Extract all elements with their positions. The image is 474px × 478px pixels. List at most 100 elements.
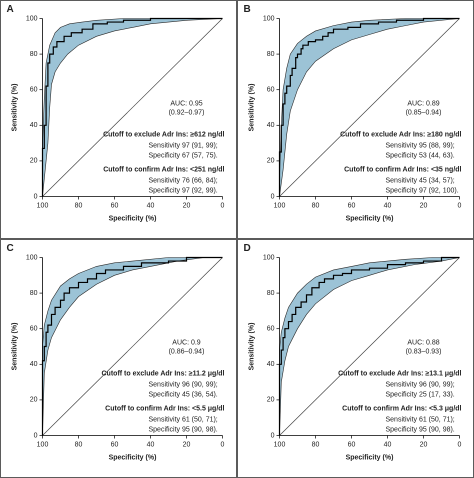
cutoff-detail: Specificity 45 (36, 54). [149, 391, 218, 398]
reference-diagonal [279, 257, 460, 436]
x-tick-label: 80 [312, 441, 320, 448]
reference-diagonal [279, 18, 460, 197]
confidence-band [42, 257, 223, 436]
x-tick-label: 100 [274, 441, 286, 448]
x-tick-label: 20 [420, 441, 428, 448]
cutoff-detail: Sensitivity 45 (34, 57); [386, 177, 455, 184]
x-axis-label: Specificity (%) [109, 454, 157, 461]
x-axis-label: Specificity (%) [109, 215, 157, 222]
y-axis-label: Sensitivity (%) [248, 323, 255, 371]
x-tick-label: 100 [274, 202, 286, 209]
reference-diagonal [42, 18, 223, 197]
cutoff-detail: Specificity 95 (90, 98). [386, 426, 455, 433]
panel: 100 80 60 40 20 0 0 20 40 60 80 100 Specificity (%) S… [237, 239, 474, 478]
cutoff-detail: Sensitivity 61 (50, 71); [149, 416, 218, 423]
x-tick-label: 0 [221, 202, 225, 209]
cutoff-heading: Cutoff to confirm Adr Ins: <251 ng/dl [103, 166, 224, 173]
x-tick-label: 80 [75, 441, 83, 448]
panel-label: C [7, 243, 14, 254]
cutoff-detail: Specificity 53 (44, 63). [386, 152, 455, 159]
auc-text: AUC: 0.9 [172, 339, 201, 346]
y-tick-label: 100 [263, 254, 275, 261]
auc-text: (0.92–0.97) [169, 109, 205, 116]
x-tick-label: 40 [147, 202, 155, 209]
x-tick-label: 40 [384, 202, 392, 209]
y-tick-label: 60 [267, 87, 275, 94]
cutoff-detail: Specificity 95 (90, 98). [149, 426, 218, 433]
cutoff-detail: Sensitivity 96 (90, 99); [386, 381, 455, 388]
y-tick-label: 60 [30, 326, 38, 333]
cutoff-detail: Sensitivity 61 (50, 71); [386, 416, 455, 423]
cutoff-detail: Sensitivity 97 (91, 99); [149, 142, 218, 149]
cutoff-heading: Cutoff to confirm Adr Ins: <35 ng/dl [344, 166, 461, 173]
auc-text: (0.83–0.93) [406, 348, 442, 355]
cutoff-detail: Sensitivity 95 (88, 99); [386, 142, 455, 149]
y-tick-label: 40 [30, 122, 38, 129]
x-tick-label: 0 [458, 441, 462, 448]
roc-curve [278, 17, 460, 197]
y-tick-label: 0 [271, 193, 275, 200]
reference-diagonal [42, 257, 223, 436]
y-axis-label: Sensitivity (%) [11, 84, 18, 132]
panel: 100 80 60 40 20 0 0 20 40 60 80 100 Specificity (%) S… [0, 239, 237, 478]
x-tick-label: 0 [221, 441, 225, 448]
y-tick-label: 20 [267, 397, 275, 404]
cutoff-detail: Specificity 67 (57, 75). [149, 152, 218, 159]
cutoff-detail: Specificity 97 (92, 100). [386, 187, 459, 194]
y-tick-label: 40 [267, 122, 275, 129]
x-axis-label: Specificity (%) [346, 454, 394, 461]
y-tick-label: 60 [30, 87, 38, 94]
panel-label: B [244, 4, 251, 15]
y-tick-label: 20 [30, 397, 38, 404]
panel: 100 80 60 40 20 0 0 20 40 60 80 100 Specificity (%) S… [0, 0, 237, 239]
confidence-band [42, 18, 223, 197]
auc-text: AUC: 0.89 [407, 100, 439, 107]
x-tick-label: 80 [312, 202, 320, 209]
cutoff-heading: Cutoff to exclude Adr Ins: ≥180 ng/dl [340, 131, 461, 138]
auc-text: (0.85–0.94) [406, 109, 442, 116]
x-tick-label: 20 [420, 202, 428, 209]
y-tick-label: 100 [26, 15, 38, 22]
x-tick-label: 0 [458, 202, 462, 209]
x-tick-label: 100 [37, 202, 49, 209]
x-tick-label: 60 [348, 441, 356, 448]
x-axis-label: Specificity (%) [346, 215, 394, 222]
y-tick-label: 100 [263, 15, 275, 22]
auc-text: AUC: 0.95 [170, 100, 202, 107]
x-tick-label: 40 [384, 441, 392, 448]
panel-label: D [244, 243, 251, 254]
y-tick-label: 80 [30, 51, 38, 58]
y-tick-label: 40 [30, 361, 38, 368]
y-tick-label: 80 [267, 51, 275, 58]
x-tick-label: 60 [348, 202, 356, 209]
panel-label: A [7, 4, 14, 15]
cutoff-heading: Cutoff to confirm Adr Ins: <5.3 μg/dl [342, 405, 461, 412]
auc-text: (0.86–0.94) [169, 348, 205, 355]
x-tick-label: 80 [75, 202, 83, 209]
cutoff-heading: Cutoff to exclude Adr Ins: ≥612 ng/dl [103, 131, 224, 138]
y-tick-label: 40 [267, 361, 275, 368]
x-tick-label: 20 [183, 441, 191, 448]
cutoff-detail: Sensitivity 76 (66, 84); [149, 177, 218, 184]
cutoff-heading: Cutoff to exclude Adr Ins: ≥11.2 μg/dl [102, 370, 225, 377]
y-tick-label: 100 [26, 254, 38, 261]
y-axis-label: Sensitivity (%) [248, 84, 255, 132]
y-tick-label: 0 [34, 432, 38, 439]
y-tick-label: 20 [30, 158, 38, 165]
cutoff-heading: Cutoff to confirm Adr Ins: <5.5 μg/dl [105, 405, 224, 412]
cutoff-detail: Specificity 97 (92, 99). [149, 187, 218, 194]
y-tick-label: 60 [267, 326, 275, 333]
roc-curve [41, 17, 223, 197]
auc-text: AUC: 0.88 [407, 339, 439, 346]
y-tick-label: 80 [267, 290, 275, 297]
y-tick-label: 0 [271, 432, 275, 439]
y-axis-label: Sensitivity (%) [11, 323, 18, 371]
roc-curve [278, 256, 460, 436]
x-tick-label: 60 [111, 441, 119, 448]
cutoff-detail: Sensitivity 96 (90, 99); [149, 381, 218, 388]
y-tick-label: 80 [30, 290, 38, 297]
x-tick-label: 60 [111, 202, 119, 209]
x-tick-label: 40 [147, 441, 155, 448]
y-tick-label: 0 [34, 193, 38, 200]
